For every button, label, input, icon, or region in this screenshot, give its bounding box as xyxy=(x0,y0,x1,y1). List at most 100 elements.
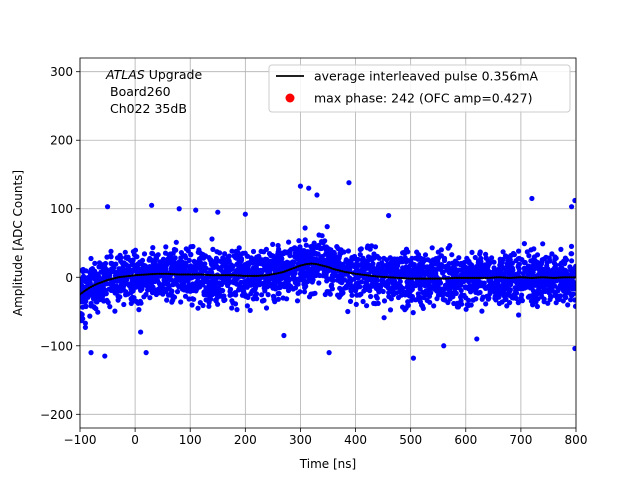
average-pulse-point xyxy=(416,277,419,280)
average-pulse-point xyxy=(352,272,355,275)
scatter-point xyxy=(298,273,304,279)
scatter-point xyxy=(367,246,373,252)
scatter-point xyxy=(534,303,541,310)
scatter-point xyxy=(282,261,288,267)
scatter-point xyxy=(456,255,462,261)
scatter-point xyxy=(358,279,364,285)
scatter-point xyxy=(336,260,342,266)
average-pulse-point xyxy=(350,271,353,275)
scatter-point xyxy=(499,288,505,294)
scatter-point xyxy=(546,287,552,293)
scatter-point xyxy=(195,305,201,311)
average-pulse-point xyxy=(217,274,220,277)
scatter-point xyxy=(450,265,456,271)
scatter-point xyxy=(560,272,566,278)
scatter-point xyxy=(204,274,210,280)
scatter-point xyxy=(453,290,459,296)
average-pulse-point xyxy=(107,278,110,281)
scatter-point xyxy=(516,312,522,318)
scatter-point xyxy=(449,252,455,258)
scatter-point xyxy=(222,251,228,257)
scatter-point xyxy=(516,261,523,267)
scatter-point xyxy=(358,291,364,297)
scatter-point xyxy=(349,261,355,267)
scatter-point xyxy=(244,303,250,309)
scatter-point xyxy=(183,246,189,252)
scatter-point xyxy=(411,267,417,273)
average-pulse-point xyxy=(464,276,467,279)
average-pulse-point xyxy=(98,281,101,284)
average-pulse-point xyxy=(449,277,452,280)
scatter-point xyxy=(185,269,191,275)
scatter-point xyxy=(209,236,215,242)
average-pulse-point xyxy=(94,283,97,286)
scatter-point xyxy=(467,284,473,290)
average-pulse-point xyxy=(275,272,278,275)
scatter-point xyxy=(381,315,387,321)
scatter-point xyxy=(104,254,110,260)
scatter-point xyxy=(164,297,170,303)
average-pulse-point xyxy=(411,277,414,280)
average-pulse-point xyxy=(414,277,417,280)
scatter-point xyxy=(553,262,559,268)
scatter-point xyxy=(226,264,232,270)
scatter-point xyxy=(569,286,576,292)
scatter-point xyxy=(279,282,285,289)
scatter-outlier-point xyxy=(474,336,480,342)
scatter-point xyxy=(220,262,226,268)
scatter-point xyxy=(398,288,404,294)
average-pulse-point xyxy=(220,274,223,277)
average-pulse-point xyxy=(116,276,119,279)
scatter-point xyxy=(265,292,271,298)
scatter-point xyxy=(286,239,292,245)
scatter-point xyxy=(128,290,134,296)
scatter-point xyxy=(330,277,336,283)
average-pulse-point xyxy=(566,276,569,279)
x-tick-label: 800 xyxy=(565,433,588,447)
scatter-outlier-point xyxy=(572,197,576,204)
average-pulse-point xyxy=(235,274,238,277)
scatter-point xyxy=(374,277,380,283)
scatter-point xyxy=(409,293,415,300)
scatter-point xyxy=(270,241,276,247)
scatter-point xyxy=(180,263,186,269)
scatter-point xyxy=(385,285,391,291)
scatter-point xyxy=(510,250,516,257)
scatter-point xyxy=(234,268,240,274)
scatter-point xyxy=(248,276,254,282)
average-pulse-point xyxy=(142,273,145,276)
average-pulse-point xyxy=(281,271,284,274)
scatter-point xyxy=(83,303,89,310)
scatter-point xyxy=(551,267,558,273)
scatter-point xyxy=(466,272,472,278)
average-pulse-point xyxy=(96,282,99,285)
scatter-point xyxy=(87,292,93,298)
scatter-point xyxy=(188,244,194,250)
average-pulse-point xyxy=(433,277,436,280)
average-pulse-point xyxy=(270,273,273,276)
average-pulse-point xyxy=(100,281,104,284)
scatter-point xyxy=(275,291,281,297)
scatter-point xyxy=(108,260,114,266)
scatter-point xyxy=(308,270,314,276)
scatter-point xyxy=(303,283,309,289)
scatter-point xyxy=(290,286,296,292)
x-tick-label: 500 xyxy=(399,433,422,447)
scatter-point xyxy=(303,242,309,248)
scatter-outlier-point xyxy=(242,211,248,217)
scatter-point xyxy=(552,289,558,295)
average-pulse-point xyxy=(557,276,560,279)
average-pulse-point xyxy=(546,276,549,279)
scatter-point xyxy=(271,274,277,280)
scatter-point xyxy=(287,253,293,259)
average-pulse-point xyxy=(524,276,527,279)
scatter-point xyxy=(308,291,314,297)
scatter-point xyxy=(477,251,483,257)
average-pulse-point xyxy=(171,273,174,276)
scatter-point xyxy=(206,303,212,309)
scatter-point xyxy=(195,275,201,281)
average-pulse-point xyxy=(294,266,298,269)
scatter-point xyxy=(376,261,382,267)
average-pulse-point xyxy=(325,265,328,268)
scatter-point xyxy=(233,248,239,254)
